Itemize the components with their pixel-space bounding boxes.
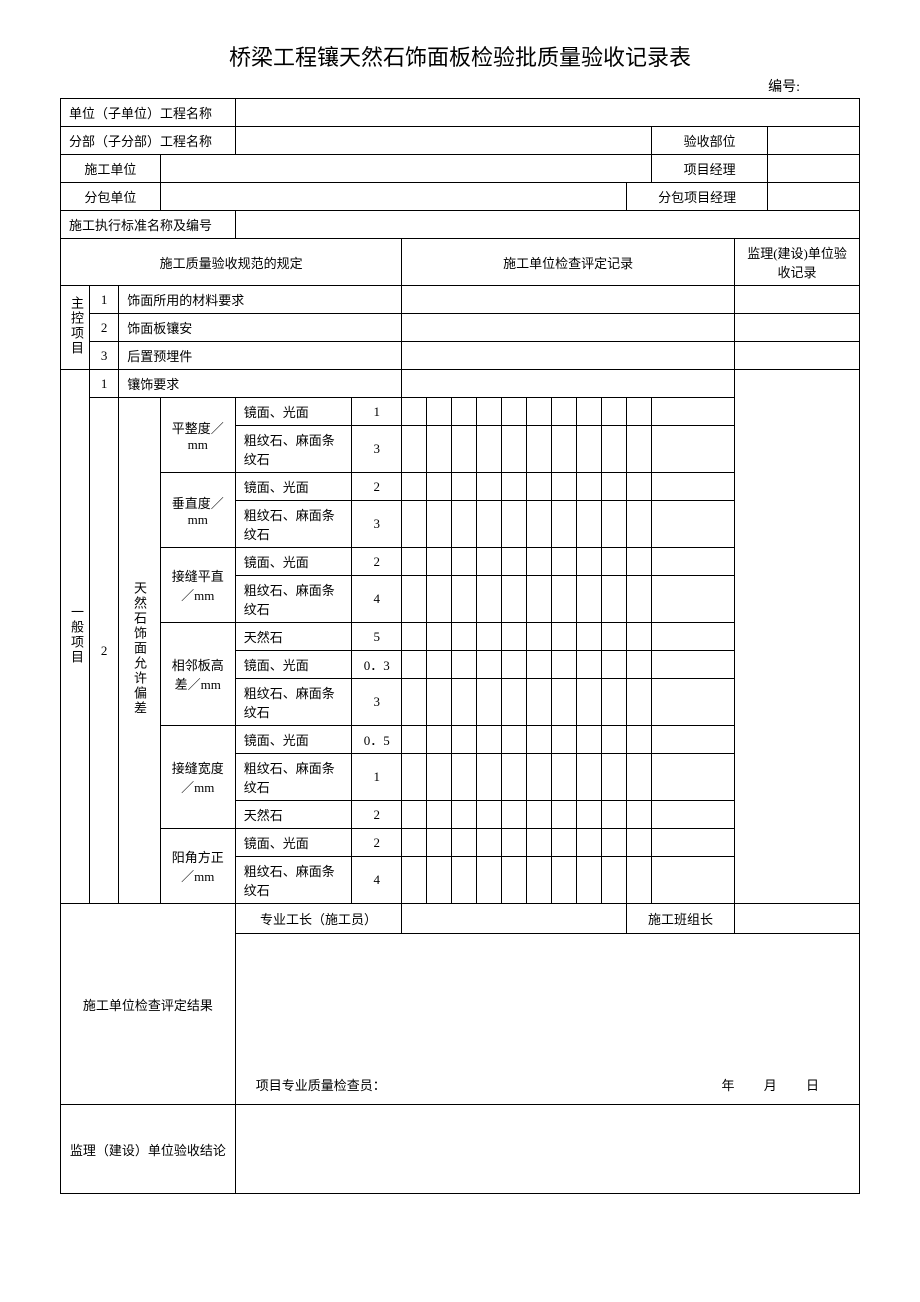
sub-project-value[interactable]	[235, 127, 651, 155]
deviation-label: 天然石饰面允许偏差	[119, 398, 161, 904]
general-1-no: 1	[90, 370, 119, 398]
unit-result-label: 施工单位检查评定结果	[61, 904, 236, 1105]
subcontract-manager-value[interactable]	[768, 183, 860, 211]
cat-desc: 镜面、光面	[235, 548, 352, 576]
master-item-no: 2	[90, 314, 119, 342]
master-item-no: 1	[90, 286, 119, 314]
cat-val: 1	[352, 398, 402, 426]
foreman-label: 专业工长（施工员）	[235, 904, 401, 934]
cat-desc: 粗纹石、麻面条纹石	[235, 754, 352, 801]
cat-desc: 镜面、光面	[235, 473, 352, 501]
cat-name: 阳角方正／mm	[160, 829, 235, 904]
cat-val: 4	[352, 576, 402, 623]
cat-val: 0．3	[352, 651, 402, 679]
accept-dept-label: 验收部位	[651, 127, 768, 155]
cat-name: 平整度／mm	[160, 398, 235, 473]
serial-number-label: 编号:	[60, 76, 860, 96]
cat-desc: 粗纹石、麻面条纹石	[235, 501, 352, 548]
master-accept-cell[interactable]	[735, 314, 860, 342]
cat-desc: 镜面、光面	[235, 651, 352, 679]
supervision-conclusion-label: 监理（建设）单位验收结论	[61, 1105, 236, 1194]
cat-val: 3	[352, 426, 402, 473]
cat-desc: 镜面、光面	[235, 726, 352, 754]
cat-desc: 镜面、光面	[235, 829, 352, 857]
quality-inspector-label: 项目专业质量检查员：	[256, 1078, 386, 1093]
master-check-cell[interactable]	[402, 314, 735, 342]
cat-name: 垂直度／mm	[160, 473, 235, 548]
cat-val: 4	[352, 857, 402, 904]
document-title: 桥梁工程镶天然石饰面板检验批质量验收记录表	[60, 40, 860, 72]
cat-val: 1	[352, 754, 402, 801]
team-leader-value[interactable]	[735, 904, 860, 934]
master-item-no: 3	[90, 342, 119, 370]
team-leader-label: 施工班组长	[626, 904, 734, 934]
cat-desc: 粗纹石、麻面条纹石	[235, 576, 352, 623]
cat-val: 3	[352, 501, 402, 548]
general-check-cell[interactable]	[402, 370, 735, 398]
subcontract-manager-label: 分包项目经理	[626, 183, 767, 211]
general-accept-cell[interactable]	[735, 370, 860, 904]
cat-desc: 镜面、光面	[235, 398, 352, 426]
cat-val: 2	[352, 829, 402, 857]
cat-desc: 粗纹石、麻面条纹石	[235, 426, 352, 473]
master-item-text: 饰面所用的材料要求	[119, 286, 402, 314]
general-2-no: 2	[90, 398, 119, 904]
project-manager-value[interactable]	[768, 155, 860, 183]
cat-val: 2	[352, 801, 402, 829]
unit-check-record-header: 施工单位检查评定记录	[402, 239, 735, 286]
cat-desc: 天然石	[235, 801, 352, 829]
subcontract-unit-value[interactable]	[160, 183, 626, 211]
general-section-label: 一般项目	[61, 370, 90, 904]
cat-name: 接缝平直／mm	[160, 548, 235, 623]
standard-label: 施工执行标准名称及编号	[61, 211, 236, 239]
cat-name: 相邻板高差／mm	[160, 623, 235, 726]
cat-desc: 天然石	[235, 623, 352, 651]
supervision-record-header: 监理(建设)单位验收记录	[735, 239, 860, 286]
master-check-cell[interactable]	[402, 342, 735, 370]
master-item-text: 后置预埋件	[119, 342, 402, 370]
cat-val: 5	[352, 623, 402, 651]
cat-val: 2	[352, 473, 402, 501]
inspection-record-table: 单位（子单位）工程名称 分部（子分部）工程名称 验收部位 施工单位 项目经理 分…	[60, 98, 860, 1194]
unit-project-label: 单位（子单位）工程名称	[61, 99, 236, 127]
cat-val: 0．5	[352, 726, 402, 754]
accept-dept-value[interactable]	[768, 127, 860, 155]
cat-desc: 粗纹石、麻面条纹石	[235, 857, 352, 904]
project-manager-label: 项目经理	[651, 155, 768, 183]
standard-value[interactable]	[235, 211, 859, 239]
cat-val: 2	[352, 548, 402, 576]
cat-name: 接缝宽度／mm	[160, 726, 235, 829]
foreman-value[interactable]	[402, 904, 627, 934]
master-check-cell[interactable]	[402, 286, 735, 314]
supervision-conclusion-value[interactable]	[235, 1105, 859, 1194]
construction-unit-label: 施工单位	[61, 155, 161, 183]
spec-regulation-header: 施工质量验收规范的规定	[61, 239, 402, 286]
construction-unit-value[interactable]	[160, 155, 651, 183]
master-section-label: 主控项目	[61, 286, 90, 370]
subcontract-unit-label: 分包单位	[61, 183, 161, 211]
unit-project-value[interactable]	[235, 99, 859, 127]
general-1-text: 镶饰要求	[119, 370, 402, 398]
sub-project-label: 分部（子分部）工程名称	[61, 127, 236, 155]
cat-val: 3	[352, 679, 402, 726]
master-accept-cell[interactable]	[735, 342, 860, 370]
cat-desc: 粗纹石、麻面条纹石	[235, 679, 352, 726]
master-item-text: 饰面板镶安	[119, 314, 402, 342]
quality-inspector-area[interactable]: 项目专业质量检查员： 年 月 日	[235, 934, 859, 1105]
master-accept-cell[interactable]	[735, 286, 860, 314]
